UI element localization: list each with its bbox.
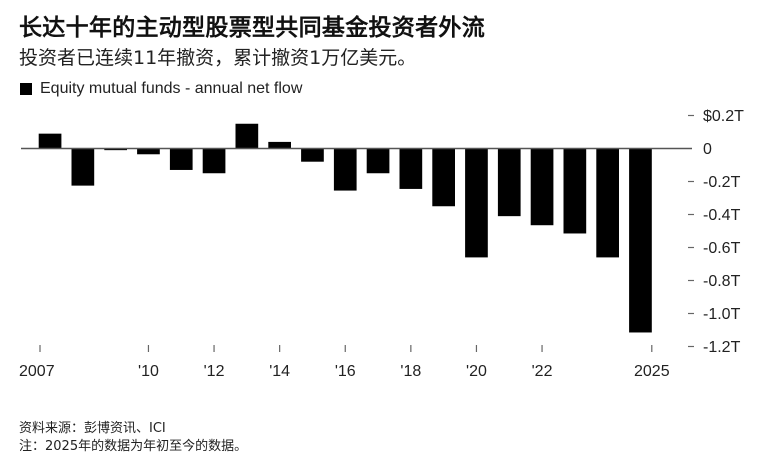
bar-2011: [169, 148, 193, 170]
bar-2019: [432, 148, 455, 207]
x-tick-label: 2025: [634, 363, 670, 380]
chart-title: 长达十年的主动型股票型共同基金投资者外流: [19, 15, 485, 41]
bar-2025: [629, 148, 652, 333]
x-tick-label: '12: [204, 363, 225, 380]
x-axis: 2007 '10 '12 '14 '16 '18 '20 '22 2025: [19, 345, 670, 380]
bar-2021: [497, 148, 521, 217]
bar-2009: [104, 148, 127, 151]
x-tick-label: '18: [400, 363, 421, 380]
y-tick-label: -1.0T: [703, 306, 741, 323]
footnote: 注：2025年的数据为年初至今的数据。: [19, 439, 248, 454]
x-tick-label: '22: [532, 363, 553, 380]
y-tick-label: $0.2T: [703, 108, 744, 125]
y-tick-label: 0: [703, 141, 712, 158]
bar-2020: [465, 148, 488, 258]
bar-2015: [301, 148, 324, 162]
x-tick-label: '16: [335, 363, 356, 380]
source-note: 资料来源：彭博资讯、ICI: [19, 421, 166, 436]
bar-2024: [596, 148, 619, 258]
y-tick-label: -0.8T: [703, 273, 741, 290]
legend-swatch-square-icon: [20, 83, 32, 95]
y-tick-label: -1.2T: [703, 339, 741, 356]
bar-2018: [399, 148, 423, 189]
y-tick-label: -0.4T: [703, 207, 741, 224]
x-tick-label: '10: [138, 363, 159, 380]
bar-2023: [563, 148, 587, 234]
bar-2014: [268, 141, 291, 149]
bars-group: [38, 123, 652, 333]
bar-2008: [71, 148, 95, 186]
legend-label: Equity mutual funds - annual net flow: [40, 80, 303, 97]
bar-2012: [202, 148, 226, 174]
chart-subtitle: 投资者已连续11年撤资，累计撤资1万亿美元。: [19, 47, 417, 69]
bar-2010: [137, 148, 160, 155]
bar-2022: [530, 148, 554, 226]
bar-2016: [333, 148, 357, 191]
x-tick-label: '14: [269, 363, 290, 380]
y-tick-label: -0.2T: [703, 174, 741, 191]
bar-2013: [235, 123, 259, 149]
y-tick-label: -0.6T: [703, 240, 741, 257]
bar-2017: [366, 148, 390, 174]
legend: Equity mutual funds - annual net flow: [20, 80, 302, 98]
y-axis: $0.2T 0 -0.2T -0.4T -0.6T -0.8T -1.0T -1.2T: [688, 108, 744, 356]
bar-2007: [38, 133, 62, 149]
x-tick-label: '20: [466, 363, 487, 380]
x-tick-label: 2007: [19, 363, 55, 380]
